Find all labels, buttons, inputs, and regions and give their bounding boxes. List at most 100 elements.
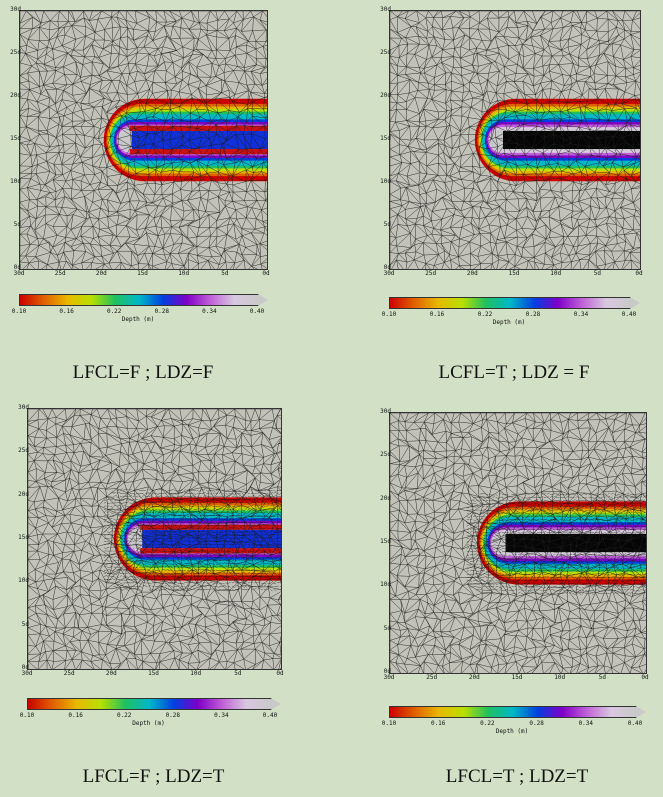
triangle-mesh xyxy=(390,11,640,269)
core-edge xyxy=(129,149,267,155)
y-tick-label: 20d xyxy=(18,490,29,498)
mesh-svg xyxy=(390,413,646,673)
colorbar-tick-label: 0.16 xyxy=(59,308,74,315)
x-tick-label: 5d xyxy=(234,670,242,677)
colorbar-tick-label: 0.16 xyxy=(430,720,446,727)
colorbar-tick-label: 0.40 xyxy=(627,720,643,727)
mesh-svg xyxy=(390,11,640,269)
panel-caption: LFCL=T ; LDZ=T xyxy=(445,766,589,787)
colorbar-tick-label: 0.10 xyxy=(381,311,397,318)
x-tick-label: 10d xyxy=(178,270,190,277)
y-tick-label: 0d xyxy=(13,264,21,271)
y-tick-label: 25d xyxy=(380,451,391,459)
x-tick-label: 15d xyxy=(511,674,523,681)
colorbar-tick-label: 0.34 xyxy=(202,308,217,315)
y-tick-label: 10d xyxy=(18,577,29,585)
x-tick-label: 0d xyxy=(641,674,649,681)
y-tick-label: 25d xyxy=(10,49,21,56)
y-tick-label: 10d xyxy=(10,178,21,185)
core-edge xyxy=(140,524,281,530)
colorbar-tick-label: 0.34 xyxy=(573,311,589,318)
y-tick-label: 10d xyxy=(380,581,391,589)
y-tick-label: 30d xyxy=(380,6,391,13)
colorbar-tick-label: 0.22 xyxy=(477,311,493,318)
colorbar-title: Depth (m) xyxy=(121,316,155,323)
refined-mesh xyxy=(466,492,646,595)
core-region xyxy=(142,529,281,549)
x-tick-label: 10d xyxy=(554,674,566,681)
colorbar-tick-label: 0.40 xyxy=(262,712,278,719)
colorbar-tick-label: 0.28 xyxy=(529,720,544,727)
x-tick-label: 25d xyxy=(425,270,437,277)
x-tick-label: 10d xyxy=(550,270,562,277)
y-tick-label: 20d xyxy=(380,92,391,99)
x-tick-label: 15d xyxy=(148,670,159,677)
y-tick-label: 30d xyxy=(380,408,391,415)
colorbar-arrow xyxy=(258,294,268,306)
x-tick-label: 30d xyxy=(13,270,25,277)
colorbar-title: Depth (m) xyxy=(495,728,529,735)
x-tick-label: 30d xyxy=(383,674,395,681)
y-tick-label: 15d xyxy=(18,534,29,541)
triangle-mesh xyxy=(390,413,646,673)
y-tick-label: 0d xyxy=(383,264,391,271)
core-region xyxy=(131,130,267,150)
y-tick-label: 10d xyxy=(380,178,391,185)
x-tick-label: 20d xyxy=(466,270,478,277)
y-tick-label: 5d xyxy=(21,620,29,628)
colorbar-tick-label: 0.22 xyxy=(116,712,132,719)
y-tick-label: 25d xyxy=(380,49,391,56)
colorbar xyxy=(19,294,259,306)
x-tick-label: 15d xyxy=(508,270,520,277)
colorbar-tick-label: 0.10 xyxy=(381,720,397,727)
x-tick-label: 20d xyxy=(95,270,107,277)
colorbar-tick-label: 0.10 xyxy=(19,712,35,719)
colorbar-tick-label: 0.22 xyxy=(106,308,122,315)
colorbar-tick-label: 0.34 xyxy=(578,720,594,727)
depth-field xyxy=(103,98,267,182)
mesh-plot xyxy=(389,10,641,270)
core-edge xyxy=(140,548,281,554)
colorbar-tick-label: 0.22 xyxy=(480,720,495,727)
colorbar xyxy=(389,297,631,309)
x-tick-label: 25d xyxy=(426,674,438,681)
panel-caption: LFCL=F ; LDZ=F xyxy=(72,362,214,383)
panel-caption: LCFL=T ; LDZ = F xyxy=(438,362,590,383)
x-tick-label: 30d xyxy=(383,270,395,277)
mesh-plot xyxy=(19,10,268,270)
x-tick-label: 15d xyxy=(137,270,148,277)
colorbar-tick-label: 0.40 xyxy=(621,311,637,318)
x-tick-label: 0d xyxy=(276,670,284,677)
mesh-plot xyxy=(27,408,282,670)
core-edge xyxy=(129,125,267,131)
colorbar-tick-label: 0.28 xyxy=(154,308,170,315)
mesh-plot xyxy=(389,412,647,674)
y-tick-label: 5d xyxy=(13,221,21,228)
colorbar-tick-label: 0.16 xyxy=(68,712,83,719)
x-tick-label: 30d xyxy=(21,670,33,677)
x-tick-label: 5d xyxy=(593,270,601,277)
y-tick-label: 30d xyxy=(18,404,29,411)
x-tick-label: 25d xyxy=(63,670,75,677)
y-tick-label: 5d xyxy=(383,624,391,632)
y-tick-label: 25d xyxy=(18,447,29,455)
colorbar xyxy=(389,706,637,718)
mesh-svg xyxy=(20,11,267,269)
panel-caption: LFCL=F ; LDZ=T xyxy=(82,766,225,787)
y-tick-label: 20d xyxy=(380,494,391,502)
x-tick-label: 0d xyxy=(262,270,270,277)
colorbar-tick-label: 0.28 xyxy=(525,311,541,318)
y-tick-label: 15d xyxy=(380,135,391,142)
colorbar xyxy=(27,698,272,710)
colorbar-tick-label: 0.40 xyxy=(249,308,265,315)
x-tick-label: 5d xyxy=(221,270,229,277)
colorbar-title: Depth (m) xyxy=(492,319,526,326)
triangle-mesh xyxy=(20,11,267,269)
y-tick-label: 0d xyxy=(383,668,391,675)
y-tick-label: 30d xyxy=(10,6,21,13)
y-tick-label: 15d xyxy=(380,538,391,545)
colorbar-tick-label: 0.10 xyxy=(11,308,27,315)
y-tick-label: 0d xyxy=(21,664,29,671)
y-tick-label: 15d xyxy=(10,135,21,142)
colorbar-arrow xyxy=(630,297,640,309)
